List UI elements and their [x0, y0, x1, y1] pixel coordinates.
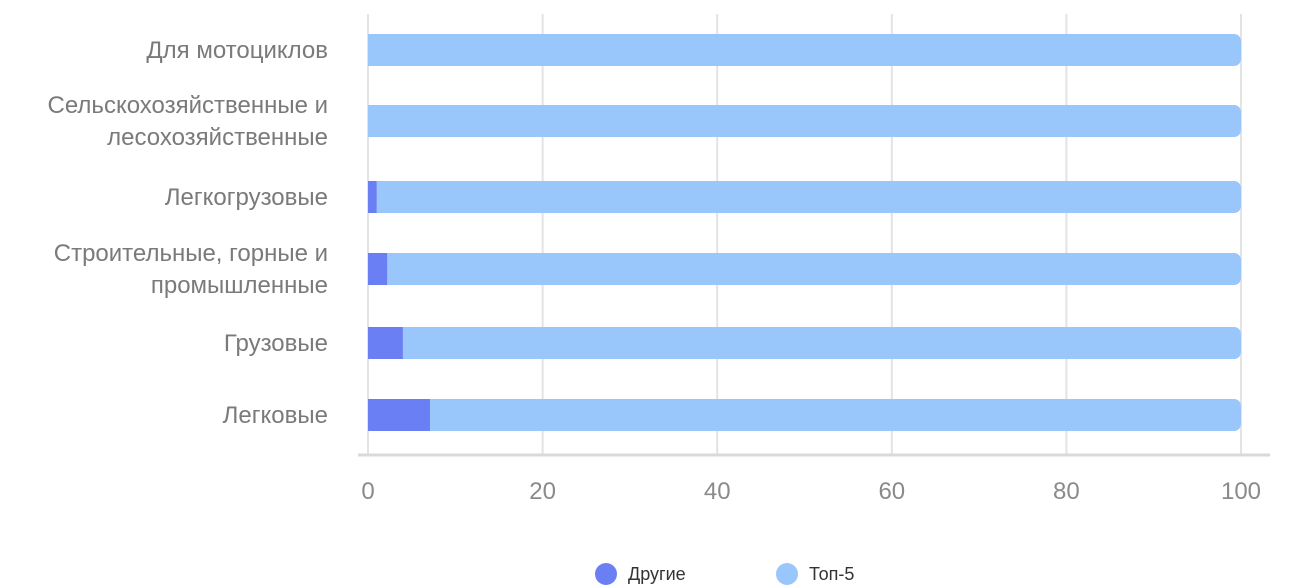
category-label-line: Сельскохозяйственные и — [48, 92, 328, 119]
category-label-line: Строительные, горные и — [54, 240, 328, 267]
category-label-line: Для мотоциклов — [146, 37, 328, 64]
legend-label-top5: Топ-5 — [809, 563, 855, 584]
legend-swatch-top5 — [776, 563, 798, 585]
category-label: Строительные, горные и промышленные — [54, 240, 328, 299]
x-tick-label: 60 — [878, 478, 905, 505]
bar-segment-edge — [376, 181, 387, 213]
bar-segment — [387, 253, 1241, 285]
x-tick-label: 100 — [1221, 478, 1261, 505]
bar-segment-edge — [368, 105, 378, 137]
legend-item-other[interactable]: Другие — [595, 563, 686, 585]
category-label: Сельскохозяйственные и лесохозяйственные — [48, 92, 328, 151]
category-label-line: лесохозяйственные — [107, 124, 328, 151]
legend: Другие Топ-5 — [0, 560, 1297, 587]
category-label: Для мотоциклов — [146, 37, 328, 64]
category-label-line: Легковые — [223, 402, 328, 429]
category-label-line: Грузовые — [224, 330, 328, 357]
x-tick-label: 40 — [704, 478, 731, 505]
stacked-bar-chart: 0 20 40 60 80 100 Для мотоциклов Сельскохозяйст… — [48, 14, 1270, 505]
bar-segment — [376, 181, 1242, 213]
bar-segment — [402, 327, 1241, 359]
category-labels: Для мотоциклов Сельскохозяйственные и лесо… — [48, 37, 328, 429]
category-label-line: промышленные — [151, 272, 328, 299]
category-label-line: Легкогрузовые — [165, 184, 328, 211]
legend-swatch-other — [595, 563, 617, 585]
bar-segment-edge — [368, 34, 378, 66]
category-label: Легковые — [223, 402, 328, 429]
bar-segment — [368, 399, 430, 431]
x-tick-labels: 0 20 40 60 80 100 — [361, 478, 1261, 505]
legend-label-other: Другие — [628, 563, 686, 584]
legend-item-top5[interactable]: Топ-5 — [776, 563, 854, 585]
bar-segment-edge — [387, 253, 398, 285]
gridlines — [367, 14, 1242, 455]
bar-segment-edge — [429, 399, 440, 431]
category-label: Легкогрузовые — [165, 184, 328, 211]
bar-segment — [368, 327, 403, 359]
x-tick-label: 80 — [1053, 478, 1080, 505]
bar-segment — [429, 399, 1241, 431]
bars — [368, 34, 1242, 431]
category-label: Грузовые — [224, 330, 328, 357]
bar-segment — [368, 34, 1241, 66]
bar-segment-edge — [402, 327, 413, 359]
bar-segment — [368, 181, 377, 213]
bar-segment — [368, 105, 1241, 137]
x-tick-label: 20 — [529, 478, 556, 505]
x-tick-label: 0 — [361, 478, 374, 505]
bar-segment — [368, 253, 388, 285]
